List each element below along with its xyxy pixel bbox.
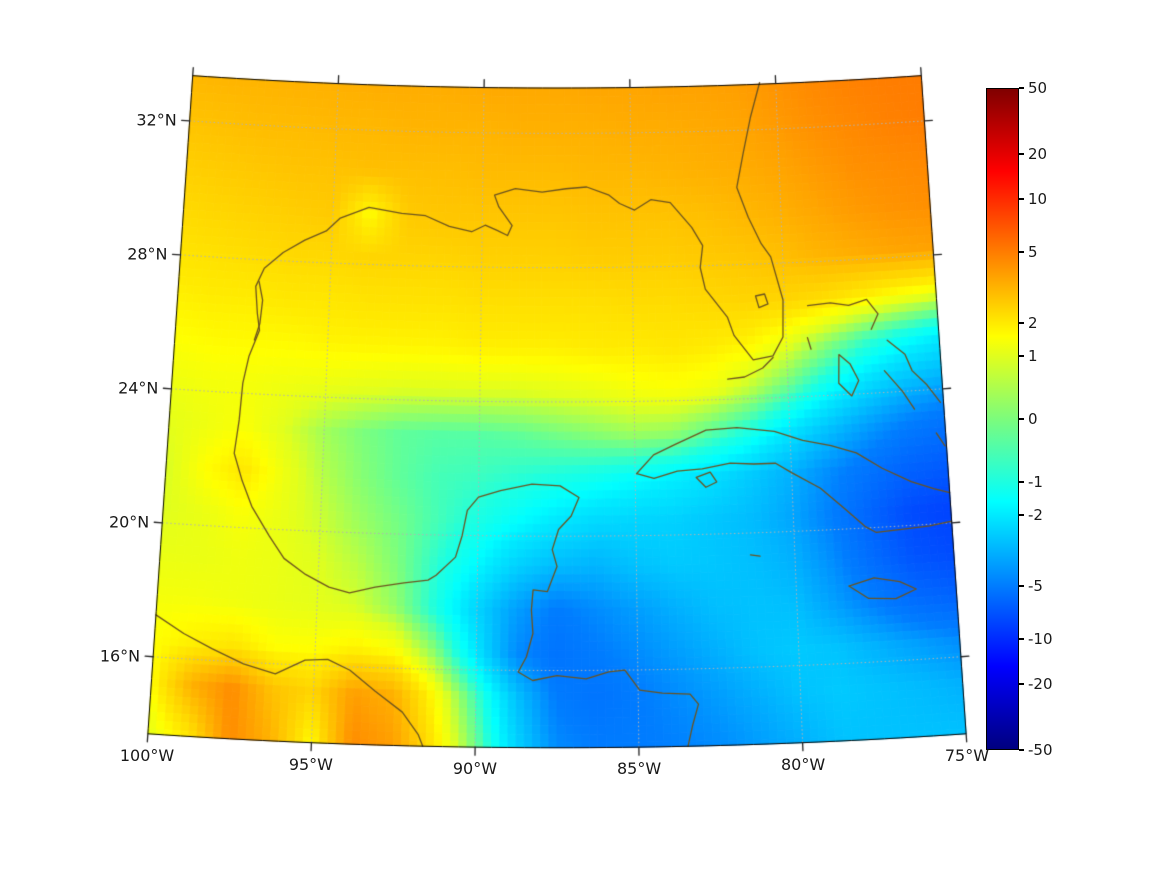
colorbar-tick-label: -2 [1028,505,1043,524]
colorbar-tick [1019,480,1024,483]
colorbar-tick [1019,87,1024,89]
lat-tick-label: 16°N [99,646,141,666]
lat-tick-label: 28°N [127,244,168,264]
lon-tick-label: 95°W [288,754,333,774]
colorbar-tick [1019,355,1024,358]
colorbar-tick [1019,418,1024,420]
colorbar-tick [1019,513,1024,516]
colorbar-tick [1019,749,1024,751]
colorbar-tick-label: 1 [1028,347,1038,366]
colorbar-tick-label: -50 [1028,741,1053,759]
colorbar-tick-label: -1 [1028,472,1043,491]
colorbar-tick-label: -20 [1028,674,1053,693]
lon-tick-label: 85°W [616,759,662,779]
colorbar-tick [1019,198,1024,201]
colorbar-tick [1019,682,1024,685]
colorbar-gradient [987,89,1018,749]
lon-tick-label: 75°W [944,745,990,765]
colorbar-tick [1019,153,1024,156]
colorbar-tick [1019,251,1024,254]
colorbar-tick-label: 50 [1028,79,1048,97]
lat-tick-label: 20°N [108,512,150,532]
colorbar-tick-label: -10 [1028,629,1053,648]
colorbar-tick-label: 2 [1028,314,1038,332]
colorbar-tick [1019,322,1024,324]
lon-tick-label: 80°W [780,754,826,774]
colorbar-tick [1019,584,1024,587]
colorbar [986,88,1019,750]
colorbar-tick-label: 10 [1028,190,1048,209]
lat-tick-label: 24°N [118,378,159,398]
colorbar-tick-label: -5 [1028,576,1043,595]
colorbar-tick-label: 20 [1028,145,1048,164]
lon-tick-label: 90°W [452,759,498,779]
lat-tick-label: 32°N [136,110,177,130]
colorbar-tick [1019,637,1024,640]
lon-tick-label: 100°W [119,745,175,765]
colorbar-tick-label: 0 [1028,410,1038,428]
colorbar-tick-label: 5 [1028,243,1038,262]
